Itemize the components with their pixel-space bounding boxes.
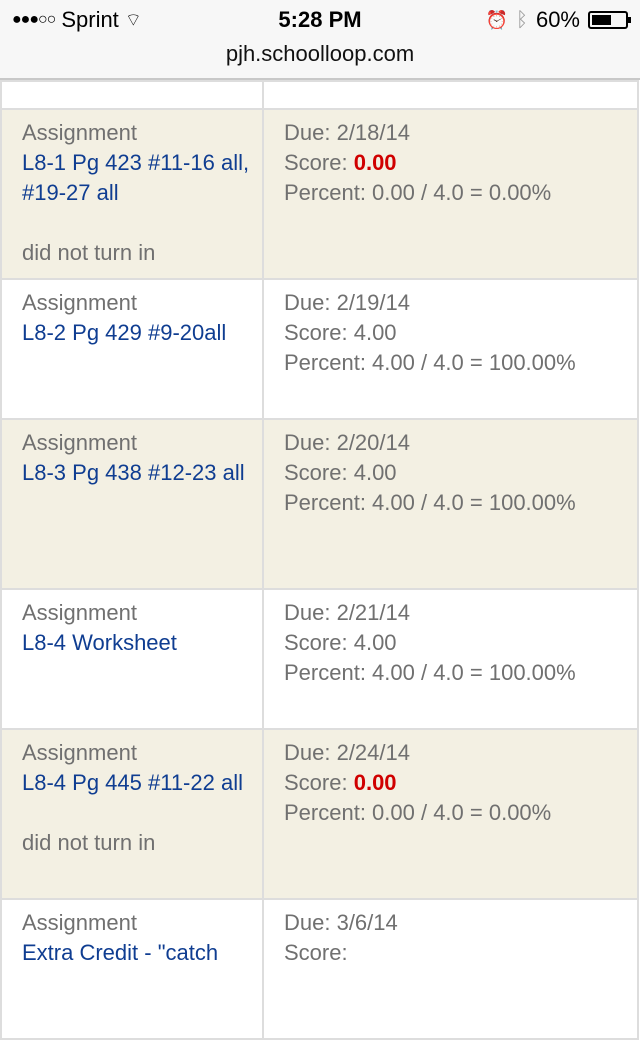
table-row: Assignment L8-2 Pg 429 #9-20all Due: 2/1… <box>0 278 639 420</box>
assignment-type: Assignment <box>22 740 137 765</box>
score-value: 4.00 <box>353 320 397 345</box>
battery-percent: 60% <box>535 7 580 32</box>
assignment-note: did not turn in <box>22 830 156 855</box>
assignment-link[interactable]: L8-2 Pg 429 #9-20all <box>22 320 227 345</box>
due-date: Due: 2/18/14 <box>284 120 410 145</box>
score-label: Score: <box>284 770 348 795</box>
assignment-link[interactable]: L8-3 Pg 438 #12-23 all <box>22 460 245 485</box>
assignment-note: did not turn in <box>22 240 156 265</box>
assignment-type: Assignment <box>22 910 137 935</box>
due-date: Due: 2/24/14 <box>284 740 410 765</box>
score-value: 4.00 <box>353 460 397 485</box>
due-date: Due: 2/21/14 <box>284 600 410 625</box>
assignment-type: Assignment <box>22 430 137 455</box>
wifi-icon: ⌔ <box>124 9 142 30</box>
table-row: Assignment L8-4 Worksheet Due: 2/21/14 S… <box>0 588 639 730</box>
assignment-type: Assignment <box>22 120 137 145</box>
carrier: Sprint <box>61 7 119 32</box>
percent-line: Percent: 4.00 / 4.0 = 100.00% <box>284 350 576 375</box>
table-row: Assignment Extra Credit - "catch Due: 3/… <box>0 898 639 1040</box>
assignment-cell: Assignment L8-4 Worksheet <box>0 588 264 730</box>
table-row: Assignment L8-1 Pg 423 #11-16 all, #19-2… <box>0 108 639 280</box>
score-cell: Due: 2/20/14 Score: 4.00 Percent: 4.00 /… <box>262 418 639 590</box>
assignment-type: Assignment <box>22 600 137 625</box>
score-line: Score: <box>284 938 637 968</box>
score-label: Score: <box>284 460 348 485</box>
assignment-cell: Assignment L8-1 Pg 423 #11-16 all, #19-2… <box>0 108 264 280</box>
signal-icon: ●●●○○ <box>12 11 56 28</box>
bluetooth-icon: ᛒ <box>515 8 528 31</box>
due-date: Due: 3/6/14 <box>284 910 398 935</box>
score-cell: Due: 2/18/14 Score: 0.00 Percent: 0.00 /… <box>262 108 639 280</box>
assignment-link[interactable]: L8-1 Pg 423 #11-16 all, #19-27 all <box>22 150 250 205</box>
assignment-cell: Assignment L8-2 Pg 429 #9-20all <box>0 278 264 420</box>
score-cell: Due: 3/6/14 Score: <box>262 898 639 1040</box>
score-cell: Due: 2/24/14 Score: 0.00 Percent: 0.00 /… <box>262 728 639 900</box>
assignment-cell: Assignment Extra Credit - "catch <box>0 898 264 1040</box>
score-value: 0.00 <box>353 770 397 795</box>
assignment-cell: Assignment L8-3 Pg 438 #12-23 all <box>0 418 264 590</box>
score-line: Score: 4.00 <box>284 318 637 348</box>
assignment-type: Assignment <box>22 290 137 315</box>
score-line: Score: 0.00 <box>284 768 637 798</box>
score-label: Score: <box>284 320 348 345</box>
assignment-link[interactable]: Extra Credit - "catch <box>22 940 219 965</box>
percent-line: Percent: 0.00 / 4.0 = 0.00% <box>284 800 552 825</box>
table-row: Assignment L8-3 Pg 438 #12-23 all Due: 2… <box>0 418 639 590</box>
assignment-cell: Assignment L8-4 Pg 445 #11-22 all did no… <box>0 728 264 900</box>
score-label: Score: <box>284 940 348 965</box>
assignment-link[interactable]: L8-4 Pg 445 #11-22 all <box>22 770 243 795</box>
score-line: Score: 0.00 <box>284 148 637 178</box>
score-value: 0.00 <box>353 150 397 175</box>
status-bar: ●●●○○ Sprint ⌔ 5:28 PM ⏰ ᛒ 60% <box>0 0 640 40</box>
url-bar[interactable]: pjh.schoolloop.com <box>225 41 415 66</box>
percent-line: Percent: 4.00 / 4.0 = 100.00% <box>284 660 576 685</box>
score-line: Score: 4.00 <box>284 628 637 658</box>
assignments-table: Assignment L8-1 Pg 423 #11-16 all, #19-2… <box>0 80 639 1040</box>
due-date: Due: 2/19/14 <box>284 290 410 315</box>
percent-line: Percent: 4.00 / 4.0 = 100.00% <box>284 490 576 515</box>
due-date: Due: 2/20/14 <box>284 430 410 455</box>
browser-chrome: ●●●○○ Sprint ⌔ 5:28 PM ⏰ ᛒ 60% pjh.schoo… <box>0 0 640 80</box>
assignment-link[interactable]: L8-4 Worksheet <box>22 630 177 655</box>
table-row: Assignment L8-4 Pg 445 #11-22 all did no… <box>0 728 639 900</box>
alarm-icon: ⏰ <box>485 9 508 30</box>
score-label: Score: <box>284 630 348 655</box>
percent-line: Percent: 0.00 / 4.0 = 0.00% <box>284 180 552 205</box>
score-cell: Due: 2/21/14 Score: 4.00 Percent: 4.00 /… <box>262 588 639 730</box>
score-cell: Due: 2/19/14 Score: 4.00 Percent: 4.00 /… <box>262 278 639 420</box>
score-value: 4.00 <box>353 630 397 655</box>
score-label: Score: <box>284 150 348 175</box>
table-row <box>0 80 639 110</box>
score-line: Score: 4.00 <box>284 458 637 488</box>
battery-icon <box>588 11 631 29</box>
